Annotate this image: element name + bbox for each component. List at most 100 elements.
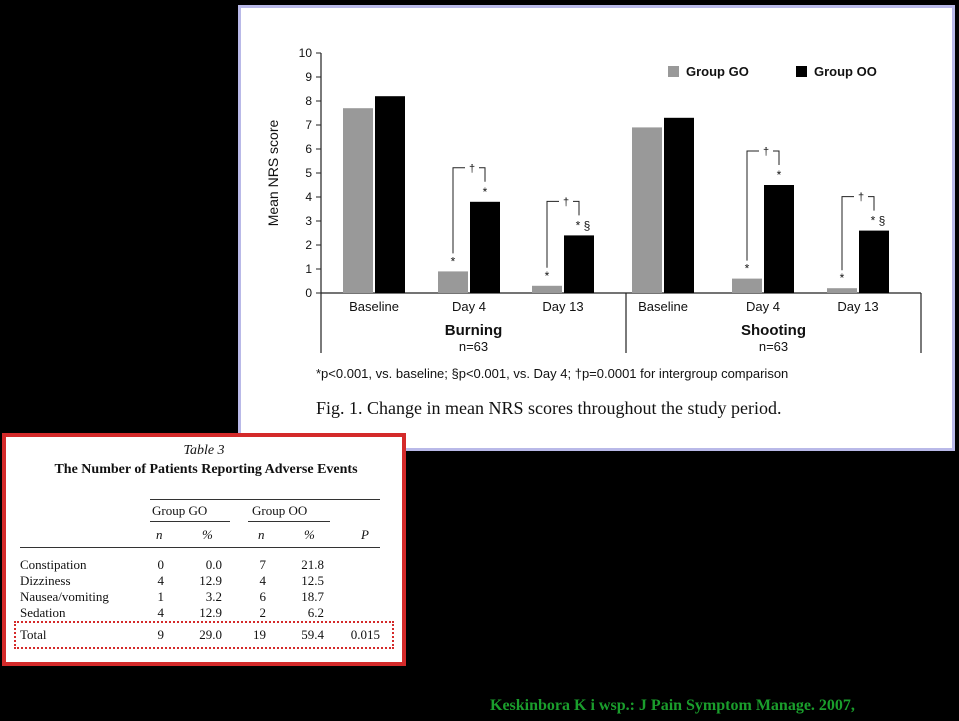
significance-mark-go: * <box>545 269 550 283</box>
intergroup-bracket <box>841 196 875 271</box>
table-row-go-n: 1 <box>157 589 165 604</box>
y-tick-label: 1 <box>305 262 312 276</box>
figure-panel: 0 1 2 3 4 5 6 7 8 9 10 Mean NRS score Baseline Day 4 *… <box>238 5 955 451</box>
x-tick-label: Day 13 <box>837 299 878 314</box>
table-row-label: Dizziness <box>20 573 71 588</box>
bar-group-oo <box>564 235 594 293</box>
significance-mark-oo: * <box>483 185 488 199</box>
x-tick-label: Baseline <box>638 299 688 314</box>
table-row-go-n: 4 <box>157 573 165 588</box>
table-header-rule <box>20 547 380 548</box>
y-tick-label: 2 <box>305 238 312 252</box>
legend-swatch <box>668 66 679 77</box>
legend-swatch <box>796 66 807 77</box>
significance-mark-go: * <box>840 271 845 285</box>
table-row-go-pct: 0.0 <box>205 557 222 572</box>
table-col-oo-n: n <box>258 527 265 542</box>
adverse-events-table: Table 3 The Number of Patients Reporting… <box>2 433 406 666</box>
table-row-label: Nausea/vomiting <box>20 589 109 604</box>
table-row-go-pct: 12.9 <box>199 573 222 588</box>
bracket-dagger-mark: † <box>858 192 864 204</box>
bracket-dagger-mark: † <box>563 196 569 208</box>
bar-group-oo <box>664 117 694 293</box>
group-label: Burning <box>445 322 503 339</box>
x-tick-label: Baseline <box>349 299 399 314</box>
significance-mark-go: * <box>451 254 456 268</box>
group-sample-size: n=63 <box>759 339 788 354</box>
y-axis-label: Mean NRS score <box>265 119 281 226</box>
table-row-go-n: 4 <box>157 605 165 620</box>
bar-group-go <box>827 288 857 293</box>
y-tick-label: 9 <box>305 70 312 84</box>
total-go-n: 9 <box>157 627 165 642</box>
table-group-oo-rule <box>248 521 330 522</box>
table-group-go-header: Group GO <box>152 503 208 518</box>
figure-caption: Fig. 1. Change in mean NRS scores throug… <box>316 398 782 418</box>
bar-group-oo <box>375 96 405 293</box>
y-tick-label: 8 <box>305 94 312 108</box>
total-go-pct: 29.0 <box>199 627 222 642</box>
y-tick-label: 0 <box>305 286 312 300</box>
table-row-oo-n: 4 <box>259 573 267 588</box>
citation: Keskinbora K i wsp.: J Pain Symptom Mana… <box>490 697 855 714</box>
table-col-oo-pct: % <box>304 527 315 542</box>
table-row-oo-pct: 21.8 <box>301 557 324 572</box>
table-col-go-pct: % <box>202 527 213 542</box>
significance-mark-oo: * § <box>871 214 886 228</box>
table-group-go-rule <box>150 521 230 522</box>
bar-group-go <box>343 108 373 293</box>
legend-label: Group GO <box>686 64 749 79</box>
bracket-dagger-mark: † <box>469 163 475 175</box>
bar-group-oo <box>859 230 889 293</box>
legend-label: Group OO <box>814 64 877 79</box>
table-row-oo-pct: 6.2 <box>307 605 324 620</box>
table-row-label: Sedation <box>20 605 66 620</box>
intergroup-bracket <box>546 200 580 268</box>
bar-group-go <box>732 278 762 293</box>
table-col-p: P <box>361 527 369 542</box>
x-tick-label: Day 13 <box>542 299 583 314</box>
bar-group-oo <box>764 185 794 293</box>
table-group-oo-header: Group OO <box>252 503 308 518</box>
table-row-oo-pct: 18.7 <box>301 589 324 604</box>
chart-footnote: *p<0.001, vs. baseline; §p<0.001, vs. Da… <box>316 366 789 381</box>
table-title: The Number of Patients Reporting Adverse… <box>54 462 358 477</box>
total-oo-n: 19 <box>253 627 266 642</box>
y-tick-label: 6 <box>305 142 312 156</box>
table-row-oo-n: 6 <box>259 589 267 604</box>
significance-mark-oo: * § <box>576 218 591 232</box>
group-label: Shooting <box>741 322 806 339</box>
total-p-value: 0.015 <box>350 627 380 642</box>
table-col-go-n: n <box>156 527 163 542</box>
total-oo-pct: 59.4 <box>301 627 324 642</box>
intergroup-bracket <box>452 167 486 254</box>
table-row-oo-n: 2 <box>259 605 267 620</box>
bar-group-go <box>632 127 662 294</box>
table-row-label: Constipation <box>20 557 87 572</box>
bar-group-oo <box>470 201 500 293</box>
table-row-go-pct: 3.2 <box>205 589 222 604</box>
y-tick-label: 10 <box>299 46 313 60</box>
bar-group-go <box>438 271 468 293</box>
table-row-oo-n: 7 <box>259 557 267 572</box>
table-row-oo-pct: 12.5 <box>301 573 324 588</box>
y-tick-label: 4 <box>305 190 312 204</box>
total-row-highlight <box>14 621 394 649</box>
bar-chart: 0 1 2 3 4 5 6 7 8 9 10 Mean NRS score Baseline Day 4 *… <box>265 46 922 354</box>
y-tick-label: 3 <box>305 214 312 228</box>
total-row-label: Total <box>20 627 47 642</box>
x-tick-label: Day 4 <box>746 299 780 314</box>
significance-mark-go: * <box>745 262 750 276</box>
significance-mark-oo: * <box>777 168 782 182</box>
y-tick-label: 7 <box>305 118 312 132</box>
table-label: Table 3 <box>183 443 225 458</box>
x-tick-label: Day 4 <box>452 299 486 314</box>
table-row-go-pct: 12.9 <box>199 605 222 620</box>
group-sample-size: n=63 <box>459 339 488 354</box>
table-row-go-n: 0 <box>157 557 165 572</box>
table-top-rule <box>150 499 380 500</box>
bracket-dagger-mark: † <box>763 146 769 158</box>
bar-group-go <box>532 285 562 293</box>
y-tick-label: 5 <box>305 166 312 180</box>
intergroup-bracket <box>746 150 780 261</box>
